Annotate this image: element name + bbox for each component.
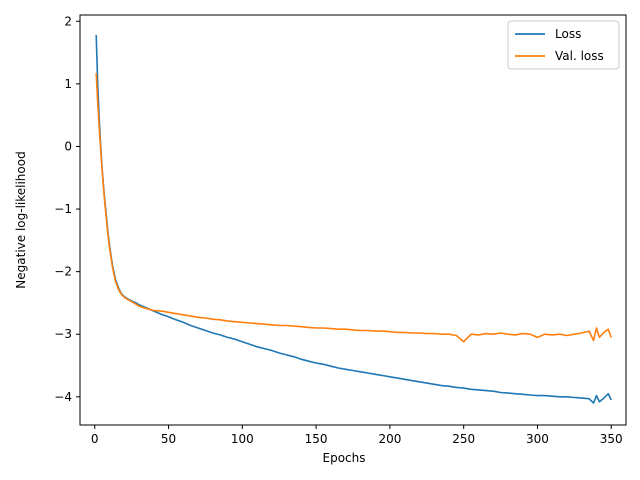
legend-box [507, 20, 620, 70]
series-line-val-loss [95, 73, 612, 343]
x-tick-label: 100 [231, 432, 254, 446]
y-tick-label: 0 [64, 139, 72, 153]
y-tick-label: −1 [54, 202, 72, 216]
y-tick-label: 2 [64, 14, 72, 28]
x-tick-label: 350 [600, 432, 623, 446]
x-tick-label: 150 [305, 432, 328, 446]
y-axis: −4 −3 −2 −1 0 1 2 [54, 14, 80, 404]
y-tick-label: −4 [54, 390, 72, 404]
y-tick-label: −2 [54, 265, 72, 279]
x-tick-label: 250 [452, 432, 475, 446]
x-tick-label: 0 [91, 432, 99, 446]
legend: Loss Val. loss [507, 20, 620, 70]
legend-label-val-loss: Val. loss [555, 49, 604, 63]
plot-frame [79, 14, 627, 426]
legend-label-loss: Loss [555, 27, 581, 41]
y-tick-label: −3 [54, 327, 72, 341]
x-tick-label: 200 [378, 432, 401, 446]
series-layer [95, 34, 612, 404]
y-tick-label: 1 [64, 77, 72, 91]
x-axis: 0 50 100 150 200 250 300 350 [91, 425, 623, 446]
x-axis-label: Epochs [323, 451, 366, 465]
x-tick-label: 300 [526, 432, 549, 446]
y-axis-label: Negative log-likelihood [14, 151, 28, 288]
x-tick-label: 50 [161, 432, 176, 446]
